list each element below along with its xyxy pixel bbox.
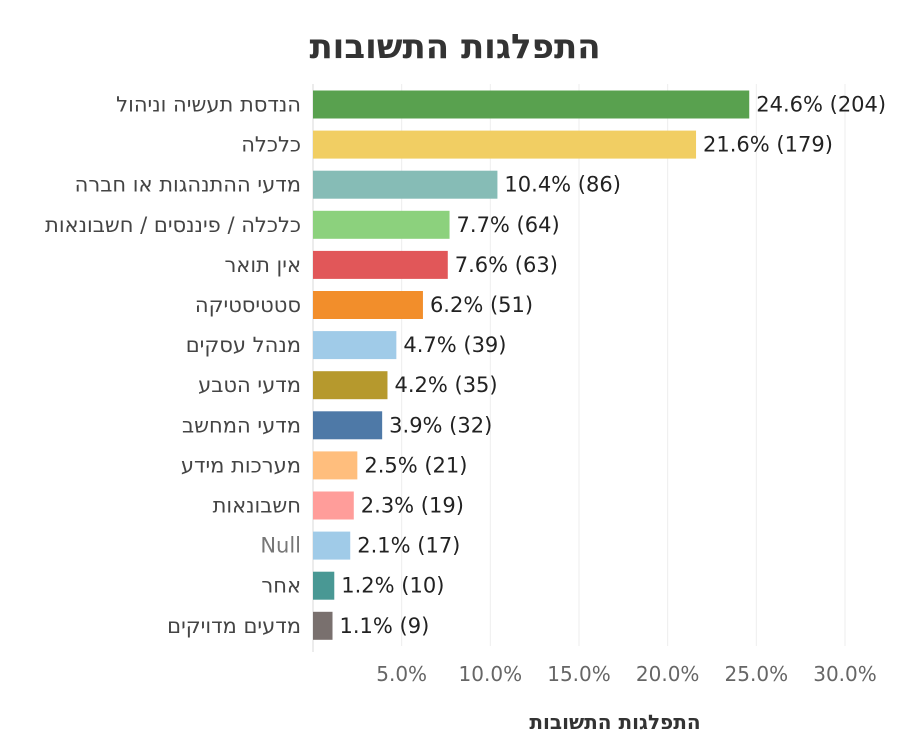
bar — [313, 371, 388, 400]
data-label: 2.5% (21) — [364, 453, 467, 477]
category-labels: הנדסת תעשיה וניהול כלכלה מדעי ההתנהגות או … — [45, 93, 301, 638]
data-label: 2.1% (17) — [357, 534, 460, 558]
x-tick-label: 30.0% — [813, 662, 877, 686]
category-label: מנהל עסקים — [186, 333, 301, 357]
category-label: Null — [260, 534, 301, 558]
data-label: 1.2% (10) — [341, 574, 444, 598]
bar — [313, 291, 423, 319]
category-label: מערכות מידע — [181, 453, 301, 477]
bar — [313, 491, 354, 520]
category-label: כלכלה — [241, 133, 301, 157]
data-label: 3.9% (32) — [389, 413, 492, 437]
bar — [313, 411, 383, 440]
category-label: חשבונאות — [213, 494, 301, 518]
bar — [313, 210, 450, 239]
category-label: מדעים מדויקים — [167, 614, 301, 638]
x-axis-title: התפלגות התשובות — [529, 710, 700, 734]
category-label: מדעי הטבע — [198, 373, 301, 397]
data-label: 24.6% (204) — [756, 93, 886, 117]
bar — [313, 451, 358, 480]
category-label: מדעי המחשב — [182, 413, 301, 437]
bar — [313, 611, 333, 640]
bar — [313, 250, 448, 279]
data-label: 6.2% (51) — [430, 293, 533, 317]
data-label: 4.2% (35) — [394, 373, 497, 397]
category-label: כלכלה / פיננסים / חשבונאות — [45, 213, 301, 237]
category-label: אין תואר — [224, 253, 301, 277]
bar — [313, 571, 335, 600]
chart-title: התפלגות התשובות — [309, 27, 600, 67]
bar — [313, 130, 697, 159]
data-label: 21.6% (179) — [703, 133, 833, 157]
x-tick-label: 15.0% — [547, 662, 611, 686]
data-labels: 24.6% (204) 21.6% (179) 10.4% (86) 7.7% (64… — [340, 93, 887, 638]
category-label: אחר — [261, 574, 301, 598]
bar — [313, 90, 750, 119]
category-label: הנדסת תעשיה וניהול — [116, 93, 301, 117]
bar — [313, 331, 397, 360]
x-tick-label: 20.0% — [636, 662, 700, 686]
data-label: 7.6% (63) — [455, 253, 558, 277]
bar — [313, 170, 498, 199]
data-label: 7.7% (64) — [457, 213, 560, 237]
bars — [313, 90, 750, 640]
x-tick-label: 5.0% — [376, 662, 427, 686]
data-label: 1.1% (9) — [340, 614, 430, 638]
bar — [313, 531, 351, 560]
x-axis-ticks: 5.0% 10.0% 15.0% 20.0% 25.0% 30.0% — [376, 662, 877, 686]
gridlines — [312, 84, 846, 652]
x-tick-label: 10.0% — [459, 662, 523, 686]
data-label: 4.7% (39) — [403, 333, 506, 357]
category-label: סטטיסטיקה — [195, 293, 301, 317]
data-label: 10.4% (86) — [504, 173, 620, 197]
x-tick-label: 25.0% — [725, 662, 789, 686]
category-label: מדעי ההתנהגות או חברה — [75, 173, 301, 197]
data-label: 2.3% (19) — [361, 494, 464, 518]
